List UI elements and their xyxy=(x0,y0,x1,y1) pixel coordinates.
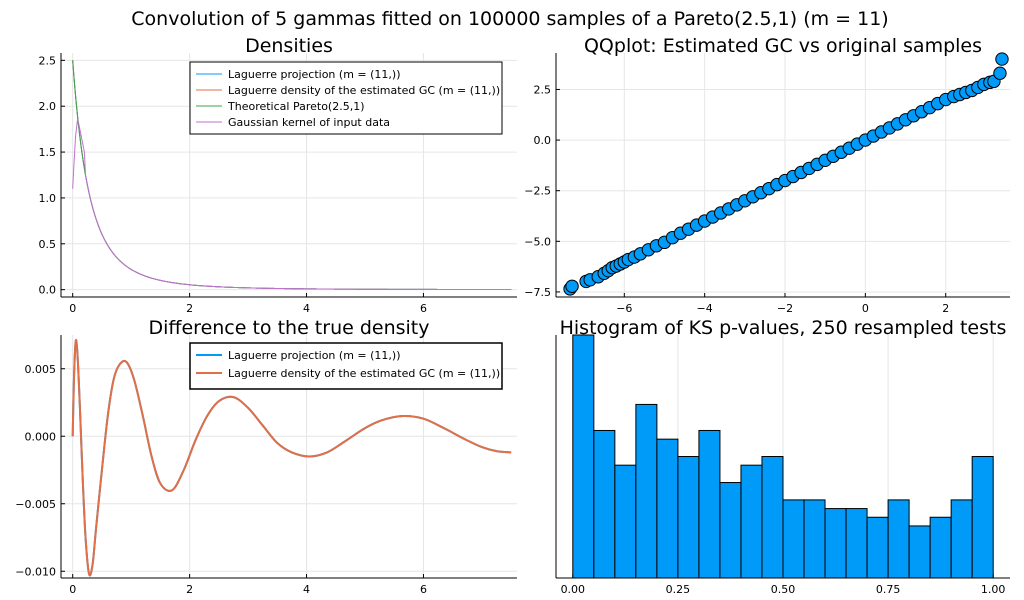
qqplot-point xyxy=(565,279,579,293)
histogram-bar xyxy=(887,499,910,578)
histogram-xtick-label: 0.25 xyxy=(666,583,691,596)
difference-legend-label: Laguerre projection (m = (11,)) xyxy=(228,349,400,362)
histogram-bar xyxy=(929,516,952,578)
densities-panel: Densities 0 2 4 6 0.0 0.5 1.0 1.5 2.0 2.5 Laguerre … xyxy=(39,35,517,315)
histogram-bar xyxy=(950,499,973,578)
densities-xtick-label: 0 xyxy=(69,302,76,315)
difference-legend-label: Laguerre density of the estimated GC (m … xyxy=(228,367,500,380)
qqplot-plot-area xyxy=(563,52,1009,296)
histogram-bar xyxy=(761,456,784,578)
densities-series-line xyxy=(72,119,512,291)
densities-xtick-label: 6 xyxy=(420,302,427,315)
histogram-bar xyxy=(698,429,721,578)
densities-legend-label: Gaussian kernel of input data xyxy=(228,116,390,129)
difference-legend-box xyxy=(189,342,503,390)
densities-legend-label: Laguerre density of the estimated GC (m … xyxy=(228,84,500,97)
histogram-bar xyxy=(782,499,805,578)
densities-ytick-label: 2.5 xyxy=(39,54,57,67)
histogram-bar xyxy=(740,464,763,578)
qqplot-point xyxy=(993,66,1007,80)
qqplot-ytick-label: 0.0 xyxy=(534,134,552,147)
difference-legend: Laguerre projection (m = (11,)) Laguerre … xyxy=(189,342,503,390)
qqplot-ytick-label: −2.5 xyxy=(524,185,551,198)
qqplot-xtick-label: −2 xyxy=(777,302,793,315)
densities-ytick-label: 1.5 xyxy=(39,146,57,159)
qqplot-xtick-label: −6 xyxy=(616,302,632,315)
qqplot-point xyxy=(995,52,1009,66)
difference-plot-area xyxy=(71,338,512,577)
difference-xtick-label: 0 xyxy=(69,583,76,596)
densities-xtick-label: 4 xyxy=(303,302,310,315)
histogram-bar xyxy=(803,499,826,578)
qqplot-xtick-label: 0 xyxy=(862,302,869,315)
densities-plot-area xyxy=(72,60,512,291)
difference-xtick-label: 4 xyxy=(303,583,310,596)
histogram-xtick-label: 0.00 xyxy=(561,583,586,596)
difference-series-line xyxy=(71,338,512,577)
densities-legend-label: Theoretical Pareto(2.5,1) xyxy=(227,100,365,113)
difference-panel: Difference to the true density 0 2 4 6 −0.010… xyxy=(15,317,517,596)
histogram-panel: Histogram of KS p-values, 250 resampled … xyxy=(555,317,1010,596)
histogram-bar xyxy=(971,456,994,578)
histogram-xtick-label: 0.75 xyxy=(876,583,901,596)
densities-ytick-label: 0.0 xyxy=(39,284,57,297)
histogram-bar xyxy=(593,429,616,578)
qqplot-xtick-label: 2 xyxy=(942,302,949,315)
histogram-bar xyxy=(845,508,868,578)
figure-title: Convolution of 5 gammas fitted on 100000… xyxy=(131,8,888,30)
densities-xtick-label: 2 xyxy=(186,302,193,315)
histogram-bar xyxy=(908,525,931,578)
histogram-bar xyxy=(824,508,847,578)
histogram-bar xyxy=(614,464,637,578)
densities-ytick-label: 0.5 xyxy=(39,238,57,251)
difference-ytick-label: 0.005 xyxy=(25,363,57,376)
densities-ytick-label: 1.0 xyxy=(39,192,57,205)
difference-title: Difference to the true density xyxy=(148,317,429,339)
histogram-xtick-label: 0.50 xyxy=(771,583,796,596)
densities-legend: Laguerre projection (m = (11,)) Laguerre … xyxy=(189,61,503,135)
densities-ytick-label: 2.0 xyxy=(39,100,57,113)
qqplot-title: QQplot: Estimated GC vs original samples xyxy=(584,35,982,57)
histogram-xtick-label: 1.00 xyxy=(981,583,1006,596)
difference-xtick-label: 6 xyxy=(420,583,427,596)
histogram-plot-area xyxy=(572,334,994,578)
qqplot-ytick-label: −5.0 xyxy=(524,235,551,248)
densities-title: Densities xyxy=(245,35,333,57)
qqplot-panel: QQplot: Estimated GC vs original samples… xyxy=(524,35,1010,315)
qqplot-ytick-label: 2.5 xyxy=(534,83,552,96)
histogram-bar xyxy=(677,456,700,578)
histogram-bar xyxy=(635,403,658,578)
densities-legend-box xyxy=(189,61,503,135)
qqplot-ytick-label: −7.5 xyxy=(524,286,551,299)
histogram-bar xyxy=(572,334,595,578)
histogram-bar xyxy=(866,516,889,578)
difference-ytick-label: −0.010 xyxy=(15,565,56,578)
histogram-title: Histogram of KS p-values, 250 resampled … xyxy=(560,317,1007,339)
histogram-bar xyxy=(719,482,742,578)
densities-legend-label: Laguerre projection (m = (11,)) xyxy=(228,68,400,81)
difference-ytick-label: −0.005 xyxy=(15,498,56,511)
histogram-bar xyxy=(656,438,679,578)
difference-ytick-label: 0.000 xyxy=(25,430,57,443)
qqplot-xtick-label: −4 xyxy=(697,302,713,315)
difference-xtick-label: 2 xyxy=(186,583,193,596)
